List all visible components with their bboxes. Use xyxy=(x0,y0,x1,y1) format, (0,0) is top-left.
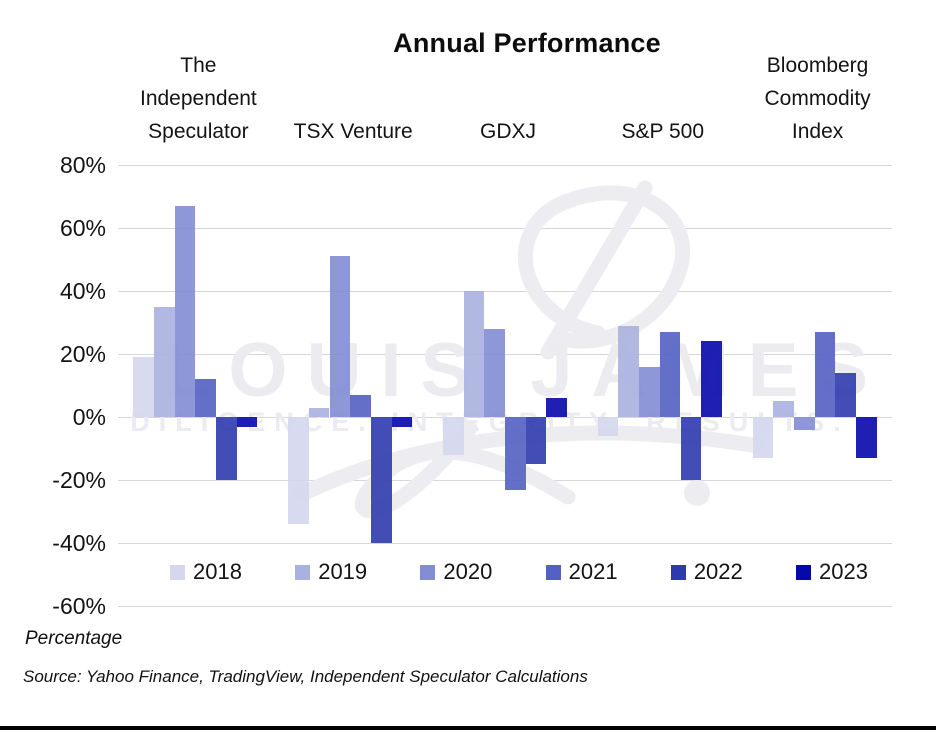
legend-label-2018: 2018 xyxy=(193,559,242,584)
bar-2020-group4 xyxy=(639,366,660,417)
legend-label-2021: 2021 xyxy=(568,559,618,584)
legend-label-2019: 2019 xyxy=(318,559,368,584)
y-tick-label-40: 40% xyxy=(59,277,106,304)
gridline--40 xyxy=(118,543,892,545)
legend-swatch-2022 xyxy=(670,564,686,580)
bar-2022-group1 xyxy=(216,417,237,481)
bar-2018-group5 xyxy=(752,417,774,458)
legend-label-2022: 2022 xyxy=(693,559,743,584)
bar-2021-group1 xyxy=(195,379,217,417)
bar-2023-group2 xyxy=(391,417,413,427)
bar-2020-group3 xyxy=(484,328,505,417)
bar-2023-group5 xyxy=(856,417,877,458)
y-tick-label-60: 60% xyxy=(59,214,106,241)
bar-2021-group5 xyxy=(814,331,836,417)
legend: 2018 2019 2020 2021 2022 2023 xyxy=(170,560,868,584)
bar-2020-group2 xyxy=(329,256,351,417)
bar-2019-group3 xyxy=(463,290,485,417)
bar-2023-group1 xyxy=(236,417,258,427)
bar-2018-group4 xyxy=(597,417,619,436)
y-tick-label--60: -60% xyxy=(52,593,106,620)
group-label-2: TSX Venture xyxy=(293,120,413,143)
bar-2019-group5 xyxy=(773,401,794,417)
bar-2021-group4 xyxy=(659,331,681,417)
group-label-3: GDXJ xyxy=(479,120,536,143)
legend-swatch-2023 xyxy=(796,564,812,580)
bar-2023-group4 xyxy=(701,341,722,417)
y-tick-label-0: 0% xyxy=(72,404,106,430)
legend-item-2022: 2022 xyxy=(670,559,743,584)
legend-swatch-2018 xyxy=(170,564,185,580)
group-label-5: Bloomberg Commodity Index xyxy=(764,54,871,143)
gridline--60 xyxy=(118,606,892,608)
bar-2020-group1 xyxy=(174,205,196,417)
legend-item-2023: 2023 xyxy=(796,560,868,584)
bar-2021-group2 xyxy=(350,394,371,417)
bar-2020-group5 xyxy=(793,417,815,430)
legend-label-2023: 2023 xyxy=(819,559,868,584)
y-tick-label--40: -40% xyxy=(52,530,106,557)
y-axis-title: Percentage xyxy=(25,628,123,649)
bar-2021-group3 xyxy=(505,417,526,490)
group-label-1: The Independent Speculator xyxy=(139,54,257,143)
source-note: Source: Yahoo Finance, TradingView, Inde… xyxy=(23,667,588,686)
bottom-rule xyxy=(0,726,936,730)
bar-2018-group3 xyxy=(442,417,464,455)
legend-item-2020: 2020 xyxy=(420,560,492,584)
bar-2022-group3 xyxy=(525,417,547,465)
gridline-60 xyxy=(118,227,892,229)
y-tick-label-20: 20% xyxy=(59,340,106,367)
legend-item-2021: 2021 xyxy=(545,559,618,584)
bar-2018-group1 xyxy=(133,357,154,417)
bar-2022-group4 xyxy=(680,417,702,481)
gridline-80 xyxy=(118,164,892,166)
group-label-4: S&P 500 xyxy=(621,120,705,143)
bar-2023-group3 xyxy=(546,398,568,417)
bar-2022-group2 xyxy=(370,417,392,544)
bar-2019-group4 xyxy=(618,325,640,417)
legend-label-2020: 2020 xyxy=(443,559,493,584)
legend-item-2019: 2019 xyxy=(295,560,367,584)
bar-2019-group2 xyxy=(308,407,330,417)
bar-2018-group2 xyxy=(288,417,309,525)
legend-swatch-2019 xyxy=(295,564,311,580)
legend-item-2018: 2018 xyxy=(170,560,242,584)
bar-2022-group5 xyxy=(835,372,856,417)
y-tick-label--20: -20% xyxy=(52,467,106,494)
chart-title: Annual Performance xyxy=(393,28,661,58)
legend-swatch-2021 xyxy=(545,564,561,580)
gridline-20 xyxy=(118,353,892,355)
bar-2019-group1 xyxy=(154,306,175,417)
gridline-40 xyxy=(118,290,892,292)
y-tick-label-80: 80% xyxy=(59,151,106,178)
legend-swatch-2020 xyxy=(420,564,436,580)
